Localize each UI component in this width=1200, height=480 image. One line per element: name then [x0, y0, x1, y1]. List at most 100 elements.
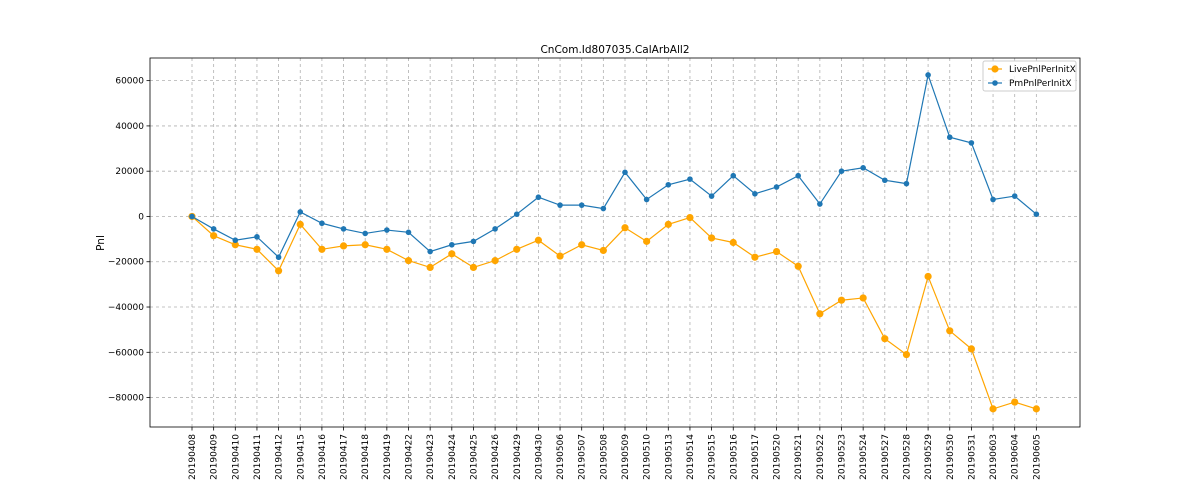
x-tick-label: 20190416 — [318, 434, 328, 480]
live-pnl-point — [751, 253, 759, 261]
y-tick-label: 20000 — [115, 167, 144, 177]
pm-pnl-point — [622, 169, 628, 176]
x-tick-label: 20190429 — [513, 434, 523, 480]
live-pnl-point — [794, 262, 802, 270]
x-tick-label: 20190430 — [534, 434, 544, 480]
live-pnl-point — [859, 294, 867, 302]
x-tick-label: 20190604 — [1011, 434, 1021, 480]
live-pnl-point — [772, 247, 781, 256]
axes-layer: 20190408 20190409 20190410 20190411 20190412… — [108, 57, 1081, 480]
live-pnl-point — [989, 405, 997, 413]
pm-pnl-point — [254, 234, 260, 240]
pm-pnl-point — [535, 194, 542, 201]
live-pnl-point — [426, 263, 434, 272]
x-tick-label: 20190422 — [405, 434, 415, 480]
live-pnl-point — [946, 327, 954, 335]
pm-pnl-point — [405, 229, 412, 236]
x-tick-label: 20190411 — [253, 434, 263, 480]
pm-pnl-point — [795, 172, 801, 179]
x-tick-label: 20190523 — [838, 434, 848, 480]
live-pnl-point — [296, 220, 304, 228]
live-pnl-point — [924, 272, 932, 281]
pm-pnl-point — [925, 72, 931, 78]
pm-pnl-point — [578, 202, 585, 208]
legend: LivePnlPerInitX PmPnlPerInitX — [982, 60, 1077, 92]
x-tick-label: 20190424 — [448, 434, 458, 480]
live-pnl-point — [556, 252, 564, 260]
pm-pnl-point — [838, 168, 845, 174]
live-pnl-point — [404, 257, 413, 265]
x-tick-label: 20190417 — [340, 434, 350, 480]
pm-pnl-point — [752, 191, 758, 197]
x-tick-label: 20190603 — [989, 434, 999, 480]
grid-layer — [150, 58, 1080, 427]
x-tick-label: 20190423 — [426, 434, 436, 480]
live-pnl-point — [339, 242, 348, 250]
pm-pnl-point — [990, 196, 996, 203]
y-axis-label: Pnl — [95, 235, 107, 251]
live-pnl-point — [729, 238, 737, 247]
live-pnl-point — [881, 335, 889, 343]
x-tick-label: 20190508 — [599, 434, 609, 480]
x-tick-label: 20190514 — [686, 434, 696, 480]
pm-pnl-point — [557, 202, 563, 208]
pm-pnl-point — [600, 205, 607, 212]
pm-pnl-point — [319, 220, 325, 227]
pm-pnl-point — [882, 177, 888, 184]
legend-label-pm: PmPnlPerInitX — [1009, 79, 1072, 89]
live-pnl-line — [191, 216, 1037, 410]
x-tick-label: 20190531 — [967, 434, 977, 480]
live-pnl-point — [361, 241, 369, 249]
pm-pnl-line — [191, 72, 1037, 259]
live-pnl-point — [469, 263, 478, 272]
live-pnl-point — [231, 241, 239, 249]
x-tick-label: 20190515 — [708, 434, 718, 480]
pm-pnl-point — [968, 140, 975, 146]
x-tick-label: 20190509 — [621, 434, 631, 480]
y-tick-label: 60000 — [115, 77, 144, 87]
x-tick-label: 20190527 — [881, 434, 891, 480]
y-tick-label: −20000 — [108, 258, 144, 268]
live-pnl-point — [708, 234, 716, 242]
x-tick-label: 20190418 — [361, 434, 371, 480]
live-pnl-point — [578, 241, 586, 249]
live-pnl-point — [383, 245, 391, 253]
x-tick-label: 20190517 — [751, 434, 761, 480]
live-pnl-point — [664, 220, 672, 228]
pm-pnl-point — [946, 134, 953, 141]
live-pnl-point — [686, 213, 694, 222]
x-tick-label: 20190521 — [794, 434, 804, 480]
pm-pnl-point — [232, 237, 239, 244]
x-tick-label: 20190425 — [469, 434, 479, 480]
x-tick-label: 20190410 — [231, 434, 241, 480]
pm-pnl-point — [1011, 193, 1018, 199]
x-tick-label: 20190412 — [275, 434, 285, 480]
pm-pnl-point — [860, 164, 866, 171]
pm-pnl-point — [1033, 211, 1040, 218]
legend-label-live: LivePnlPerInitX — [1009, 65, 1076, 75]
x-tick-label: 20190524 — [859, 434, 869, 480]
plot-frame — [149, 57, 1081, 428]
live-pnl-point — [318, 245, 326, 253]
x-tick-label: 20190408 — [188, 434, 198, 480]
x-tick-label: 20190510 — [643, 434, 653, 480]
pm-pnl-point — [297, 209, 304, 215]
pm-pnl-point — [817, 201, 823, 207]
pm-pnl-point — [362, 230, 369, 237]
live-pnl-point — [210, 232, 218, 240]
legend-marker-live — [991, 65, 999, 73]
x-tick-label: 20190605 — [1032, 434, 1042, 480]
live-pnl-point — [513, 245, 521, 253]
y-tick-label: −40000 — [108, 303, 144, 313]
live-pnl-point — [621, 224, 629, 232]
x-tick-label: 20190522 — [816, 434, 826, 480]
legend-frame — [982, 60, 1077, 92]
live-pnl-point — [816, 310, 824, 318]
live-pnl-point — [967, 345, 976, 353]
live-pnl-point — [837, 296, 846, 304]
pm-pnl-point — [384, 227, 390, 233]
series-layer — [188, 72, 1040, 413]
pm-pnl-point — [492, 226, 498, 232]
pm-pnl-point — [687, 176, 693, 182]
